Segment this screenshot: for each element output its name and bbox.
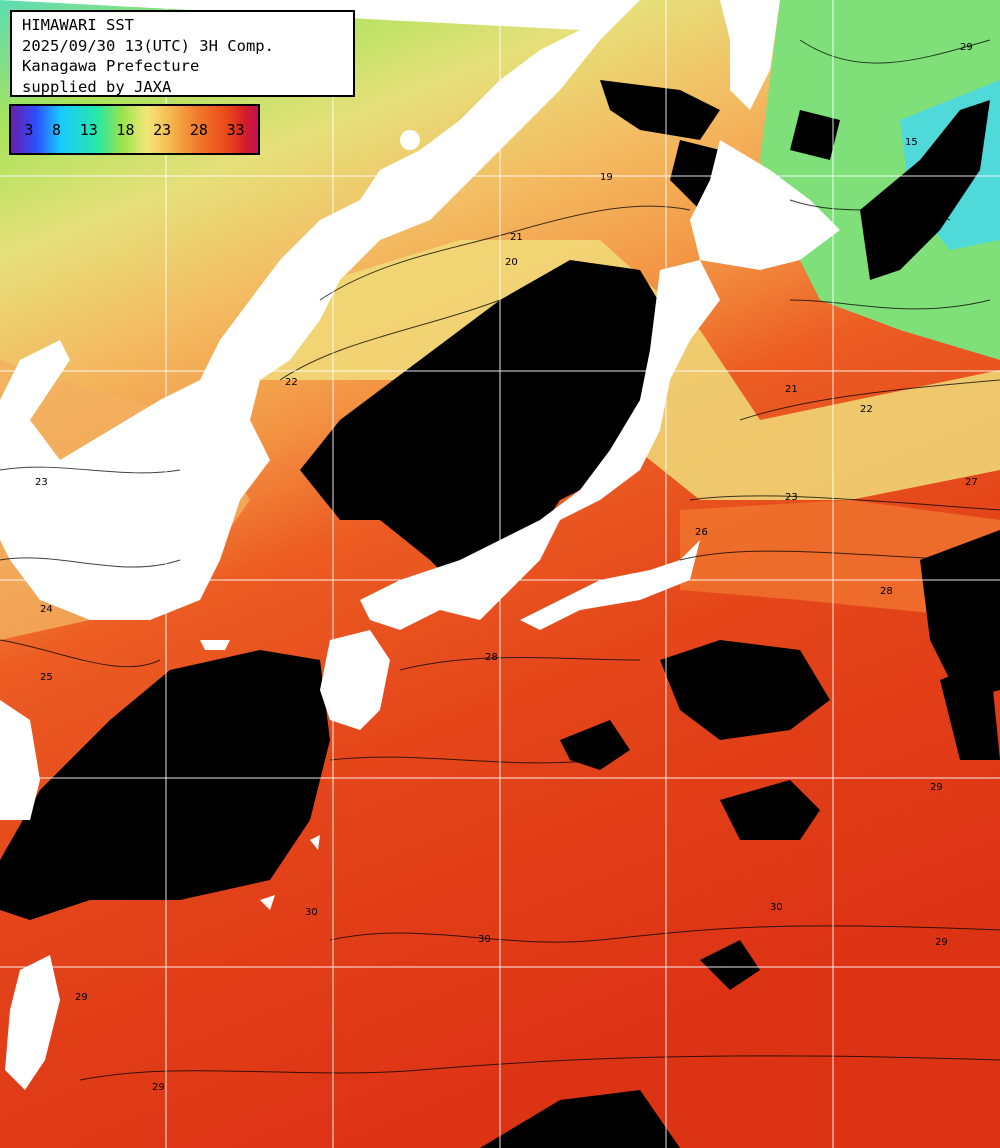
- contour-label: 20: [505, 257, 518, 268]
- contour-label: 25: [40, 672, 53, 683]
- title-product: HIMAWARI SST: [22, 16, 134, 34]
- title-prefecture: Kanagawa Prefecture: [22, 57, 200, 75]
- contour-label: 17: [950, 122, 963, 133]
- contour-label: 28: [880, 586, 893, 597]
- contour-label: 29: [152, 1082, 165, 1093]
- contour-label: 29: [935, 937, 948, 948]
- legend-tick: 28: [189, 120, 208, 139]
- temperature-legend: 3 8 13 18 23 28 33: [9, 104, 260, 155]
- contour-label: 27: [965, 477, 978, 488]
- contour-label: 24: [40, 604, 53, 615]
- sst-cold-region: [760, 0, 1000, 360]
- contour-label: 19: [600, 172, 613, 183]
- contour-label: 30: [478, 934, 491, 945]
- legend-tick: 13: [79, 120, 98, 139]
- contour-label: 23: [35, 477, 48, 488]
- contour-label: 22: [285, 377, 298, 388]
- contour-label: 26: [695, 527, 708, 538]
- land: [0, 0, 840, 1090]
- contour-label: 21: [510, 232, 523, 243]
- contour-label: 29: [930, 782, 943, 793]
- title-box: HIMAWARI SST 2025/09/30 13(UTC) 3H Comp.…: [10, 10, 355, 97]
- contour-label: 28: [485, 652, 498, 663]
- title-credit: supplied by JAXA: [22, 77, 172, 96]
- legend-tick: 3: [24, 120, 34, 139]
- contour-labels: 29 19 17 15 21 20 21 22 22 23 23 24 25 2…: [35, 42, 978, 1093]
- legend-tick: 23: [153, 120, 172, 139]
- contour-label: 22: [860, 404, 873, 415]
- contour-label: 30: [305, 907, 318, 918]
- legend-tick: 8: [52, 120, 62, 139]
- title-datetime: 2025/09/30 13(UTC) 3H Comp.: [22, 36, 274, 55]
- cloud-cover: [0, 80, 1000, 1148]
- contour-label: 15: [905, 137, 918, 148]
- legend-colorbar: [11, 106, 258, 153]
- sst-orange-band-east: [680, 500, 1000, 620]
- legend-tick: 18: [116, 120, 135, 139]
- contour-label: 23: [785, 492, 798, 503]
- contour-label: 29: [75, 992, 88, 1003]
- contour-label: 29: [960, 42, 973, 53]
- contour-label: 30: [770, 902, 783, 913]
- contour-label: 21: [785, 384, 798, 395]
- legend-tick: 33: [226, 120, 245, 139]
